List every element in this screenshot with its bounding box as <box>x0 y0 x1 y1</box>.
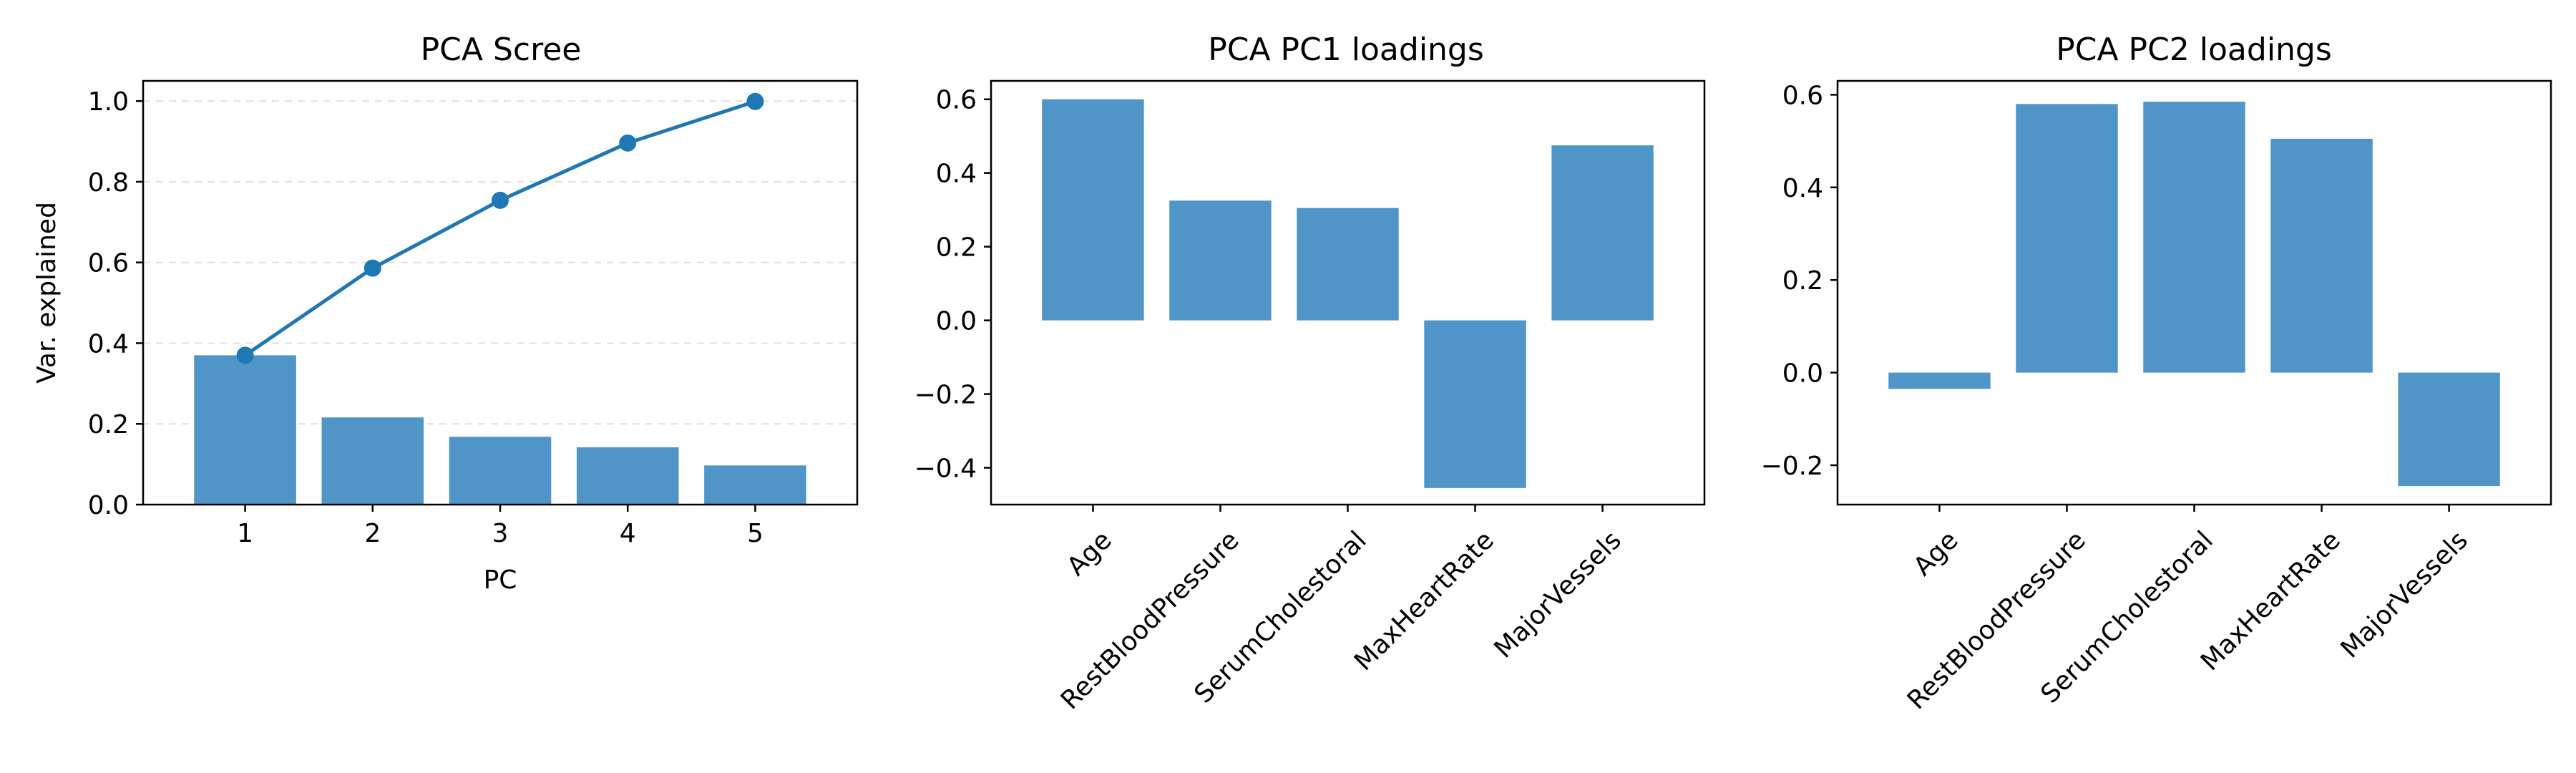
y-tick-label: 0.6 <box>1782 81 1823 110</box>
x-tick-label: MajorVessels <box>2336 525 2474 663</box>
x-tick-label: MajorVessels <box>1489 525 1627 663</box>
y-tick-label: −0.2 <box>914 381 977 410</box>
pc1-title: PCA PC1 loadings <box>1208 31 1484 68</box>
pc2-y-axis: −0.2 0.0 0.2 0.4 0.6 <box>1761 81 1838 481</box>
bar-MaxHeartRate <box>1424 320 1526 488</box>
pc2-x-axis: AgeRestBloodPressureSerumCholestoralMaxH… <box>1902 505 2474 715</box>
x-tick-label: 1 <box>237 519 253 548</box>
x-tick-label: MaxHeartRate <box>2195 525 2346 676</box>
y-tick-label: 0.4 <box>1782 174 1823 203</box>
scree-x-axis-label: PC <box>484 565 517 595</box>
cumulative-point <box>236 346 254 364</box>
x-tick-label: 4 <box>620 519 636 548</box>
bar-5 <box>704 465 806 505</box>
scree-bars <box>194 355 806 505</box>
y-tick-label: 0.2 <box>88 410 129 439</box>
bar-2 <box>321 417 424 505</box>
bar-Age <box>1888 372 1991 389</box>
y-tick-label: −0.4 <box>914 454 977 484</box>
bar-MajorVessels <box>2398 372 2500 487</box>
scree-y-axis-label: Var. explained <box>32 202 62 384</box>
pc2-title: PCA PC2 loadings <box>2056 31 2332 68</box>
cumulative-point <box>746 92 764 110</box>
bar-4 <box>576 447 679 505</box>
y-tick-label: 0.6 <box>88 249 129 278</box>
bar-MajorVessels <box>1551 145 1654 321</box>
y-tick-label: 0.4 <box>88 329 129 359</box>
x-tick-label: 5 <box>747 519 763 548</box>
y-tick-label: 0.2 <box>1782 266 1823 296</box>
scree-x-axis: 1 2 3 4 5 <box>237 505 763 548</box>
scree-y-axis: 0.0 0.2 0.4 0.6 0.8 1.0 <box>88 87 143 520</box>
bar-1 <box>194 355 296 505</box>
x-tick-label: Age <box>1062 525 1118 581</box>
cumulative-point <box>619 134 637 152</box>
y-tick-label: 0.6 <box>936 86 977 115</box>
y-tick-label: 0.8 <box>88 168 129 198</box>
x-tick-label: MaxHeartRate <box>1349 525 1500 676</box>
cumulative-line <box>244 99 756 357</box>
x-tick-label: 2 <box>364 519 381 548</box>
bar-3 <box>449 437 552 505</box>
bar-SerumCholestoral <box>2143 102 2245 373</box>
scree-panel: PCA Scree 0.0 0.2 0.4 0.6 0.8 1.0 1 2 3 4 5 PC Va… <box>32 31 859 595</box>
x-tick-label: Age <box>1908 525 1964 581</box>
pc1-loadings-panel: PCA PC1 loadings −0.4 −0.2 0.0 0.2 0.4 0.6 Ag… <box>914 31 1706 715</box>
bar-Age <box>1042 99 1144 321</box>
y-tick-label: 0.4 <box>936 160 977 189</box>
y-tick-label: 0.2 <box>936 233 977 263</box>
x-tick-label: 3 <box>492 519 509 548</box>
pc2-bars <box>1888 102 2500 487</box>
pc1-bars <box>1042 99 1654 488</box>
bar-SerumCholestoral <box>1297 208 1399 321</box>
pc2-loadings-panel: PCA PC2 loadings −0.2 0.0 0.2 0.4 0.6 AgeRes… <box>1761 31 2552 715</box>
bar-RestBloodPressure <box>2016 104 2118 373</box>
cumulative-point <box>364 259 381 277</box>
y-tick-label: 0.0 <box>88 491 129 520</box>
scree-cumulative-line <box>236 92 764 364</box>
bar-RestBloodPressure <box>1169 200 1272 321</box>
y-tick-label: −0.2 <box>1761 452 1823 481</box>
y-tick-label: 1.0 <box>88 87 129 117</box>
pc1-y-axis: −0.4 −0.2 0.0 0.2 0.4 0.6 <box>914 86 991 484</box>
scree-title: PCA Scree <box>421 31 582 68</box>
cumulative-point <box>492 191 509 209</box>
pc1-x-axis: AgeRestBloodPressureSerumCholestoralMaxH… <box>1055 505 1627 715</box>
y-tick-label: 0.0 <box>1782 359 1823 389</box>
y-tick-label: 0.0 <box>936 307 977 336</box>
bar-MaxHeartRate <box>2270 138 2373 373</box>
